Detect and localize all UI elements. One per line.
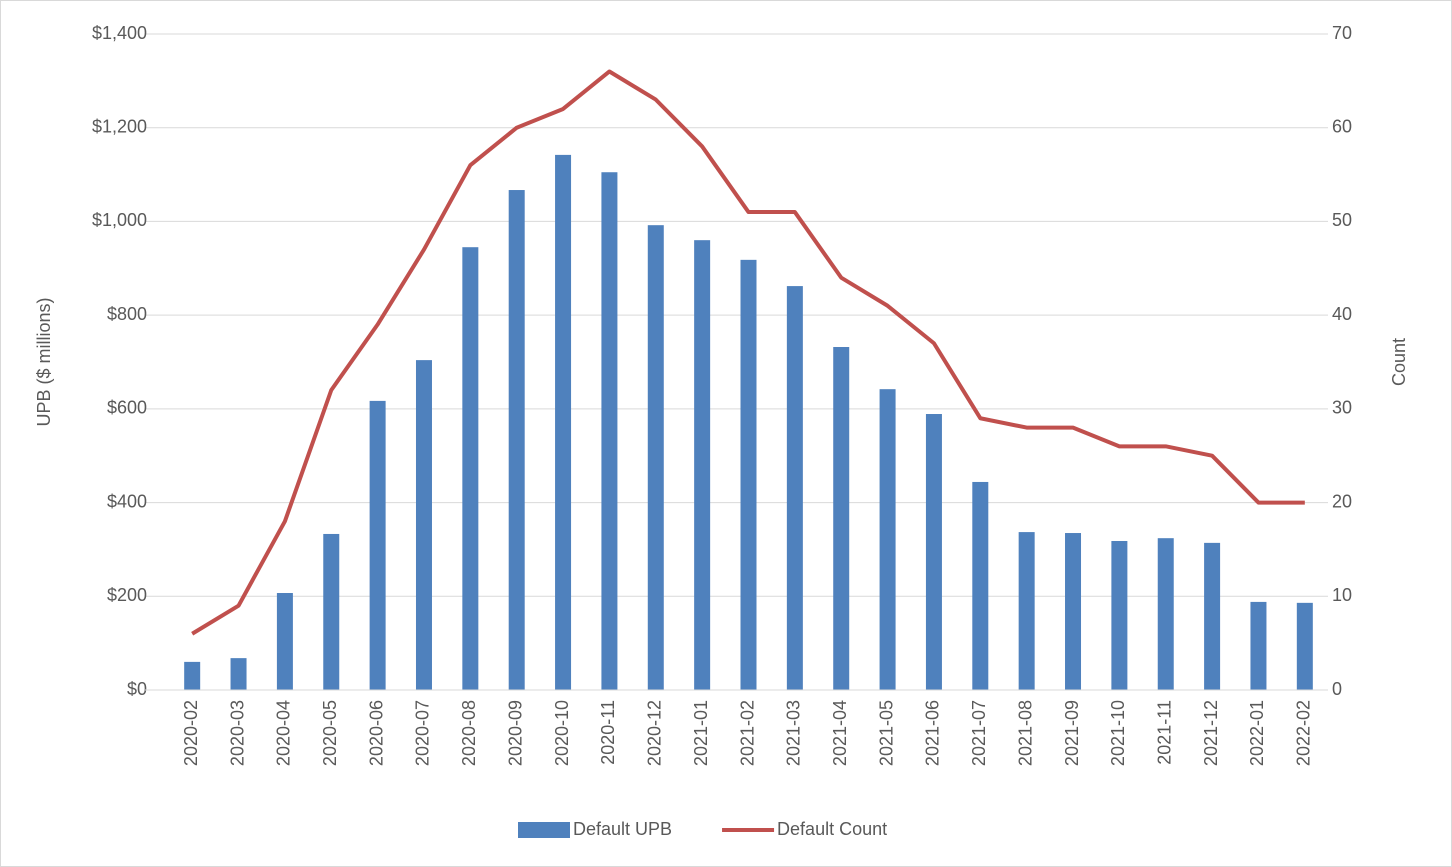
y-tick-label: $200 bbox=[107, 585, 147, 605]
legend-label: Default Count bbox=[777, 819, 887, 839]
x-tick-label: 2020-03 bbox=[227, 700, 247, 766]
x-tick-label: 2021-05 bbox=[876, 700, 896, 766]
x-tick-label: 2020-02 bbox=[181, 700, 201, 766]
x-tick-label: 2021-04 bbox=[830, 700, 850, 766]
y2-tick-label: 50 bbox=[1332, 210, 1352, 230]
x-tick-label: 2022-01 bbox=[1247, 700, 1267, 766]
bar bbox=[1157, 538, 1174, 690]
bar bbox=[694, 240, 711, 690]
bar bbox=[1065, 533, 1082, 690]
x-tick-label: 2021-08 bbox=[1015, 700, 1035, 766]
line bbox=[191, 69, 1305, 636]
bar bbox=[601, 172, 618, 690]
x-tick-label: 2020-08 bbox=[459, 700, 479, 766]
y2-tick-label: 10 bbox=[1332, 585, 1352, 605]
y-tick-label: $1,400 bbox=[92, 23, 147, 43]
bar bbox=[1296, 602, 1313, 690]
bar bbox=[184, 661, 201, 690]
x-tick-label: 2020-12 bbox=[645, 700, 665, 766]
x-tick-label: 2020-10 bbox=[552, 700, 572, 766]
bar bbox=[833, 347, 850, 690]
bar bbox=[276, 593, 293, 690]
y-tick-label: $400 bbox=[107, 491, 147, 511]
bar bbox=[369, 400, 386, 690]
bar bbox=[740, 259, 757, 690]
legend-swatch bbox=[518, 822, 570, 838]
bar bbox=[1250, 601, 1267, 690]
y2-tick-label: 0 bbox=[1332, 679, 1342, 699]
y2-tick-label: 60 bbox=[1332, 116, 1352, 136]
bar bbox=[508, 190, 525, 690]
bar bbox=[230, 658, 247, 690]
legend-label: Default UPB bbox=[573, 819, 672, 839]
bar bbox=[925, 414, 942, 690]
y2-tick-label: 30 bbox=[1332, 398, 1352, 418]
bar bbox=[323, 533, 340, 690]
y-axis-title: UPB ($ millions) bbox=[34, 297, 54, 426]
bar bbox=[786, 286, 803, 690]
x-tick-label: 2021-10 bbox=[1108, 700, 1128, 766]
y2-tick-label: 20 bbox=[1332, 491, 1352, 511]
x-tick-label: 2021-03 bbox=[784, 700, 804, 766]
y2-axis-title: Count bbox=[1389, 338, 1409, 386]
bar bbox=[415, 360, 432, 690]
x-tick-label: 2021-07 bbox=[969, 700, 989, 766]
x-tick-label: 2021-11 bbox=[1154, 700, 1174, 765]
y2-tick-label: 40 bbox=[1332, 304, 1352, 324]
bar bbox=[462, 247, 479, 690]
x-tick-label: 2020-06 bbox=[366, 700, 386, 766]
bar bbox=[1111, 540, 1128, 690]
x-tick-label: 2022-02 bbox=[1294, 700, 1314, 766]
x-tick-label: 2021-02 bbox=[737, 700, 757, 766]
y-tick-label: $800 bbox=[107, 304, 147, 324]
x-tick-label: 2021-01 bbox=[691, 700, 711, 766]
bar bbox=[972, 481, 989, 690]
x-tick-label: 2021-06 bbox=[923, 700, 943, 766]
x-tick-label: 2021-09 bbox=[1062, 700, 1082, 766]
x-tick-label: 2021-12 bbox=[1201, 700, 1221, 766]
y-tick-label: $1,000 bbox=[92, 210, 147, 230]
bar bbox=[647, 225, 664, 691]
y2-tick-label: 70 bbox=[1332, 23, 1352, 43]
y-tick-label: $600 bbox=[107, 398, 147, 418]
bar bbox=[1018, 532, 1035, 690]
x-tick-label: 2020-09 bbox=[505, 700, 525, 766]
bar bbox=[555, 154, 572, 691]
y-tick-label: $0 bbox=[127, 679, 147, 699]
x-tick-label: 2020-07 bbox=[413, 700, 433, 766]
bar bbox=[1204, 542, 1221, 690]
x-tick-label: 2020-11 bbox=[598, 700, 618, 765]
bar bbox=[879, 389, 896, 690]
x-tick-label: 2020-04 bbox=[274, 700, 294, 766]
x-tick-label: 2020-05 bbox=[320, 700, 340, 766]
y-tick-label: $1,200 bbox=[92, 116, 147, 136]
